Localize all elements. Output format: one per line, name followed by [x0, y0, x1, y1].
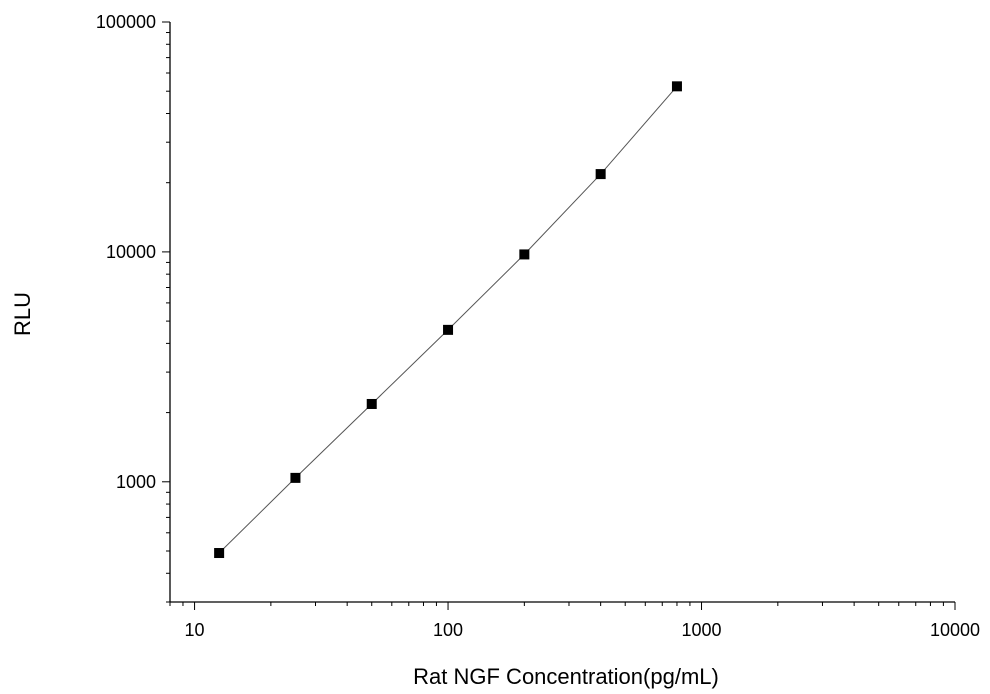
y-tick-label: 1000 [116, 472, 156, 492]
data-point-marker [366, 398, 377, 409]
y-tick-label: 100000 [96, 12, 156, 32]
data-point-marker [443, 324, 454, 335]
y-axis-title: RLU [10, 292, 35, 336]
data-point-marker [671, 81, 682, 92]
x-tick-label: 1000 [681, 620, 721, 640]
tick-labels: 10 100 1000 10000 1000 10000 100000 [96, 12, 980, 640]
data-point-marker [519, 249, 530, 260]
x-tick-label: 100 [433, 620, 463, 640]
data-point-marker [214, 548, 225, 559]
ticks [162, 21, 956, 610]
x-axis-title: Rat NGF Concentration(pg/mL) [413, 664, 719, 689]
data-point-marker [595, 169, 606, 180]
x-tick-label: 10000 [930, 620, 980, 640]
series-line-path [218, 85, 678, 554]
y-tick-label: 10000 [106, 242, 156, 262]
axes [169, 22, 955, 603]
x-tick-label: 10 [185, 620, 205, 640]
markers [214, 81, 682, 559]
data-point-marker [290, 472, 301, 483]
series-line [218, 85, 678, 554]
